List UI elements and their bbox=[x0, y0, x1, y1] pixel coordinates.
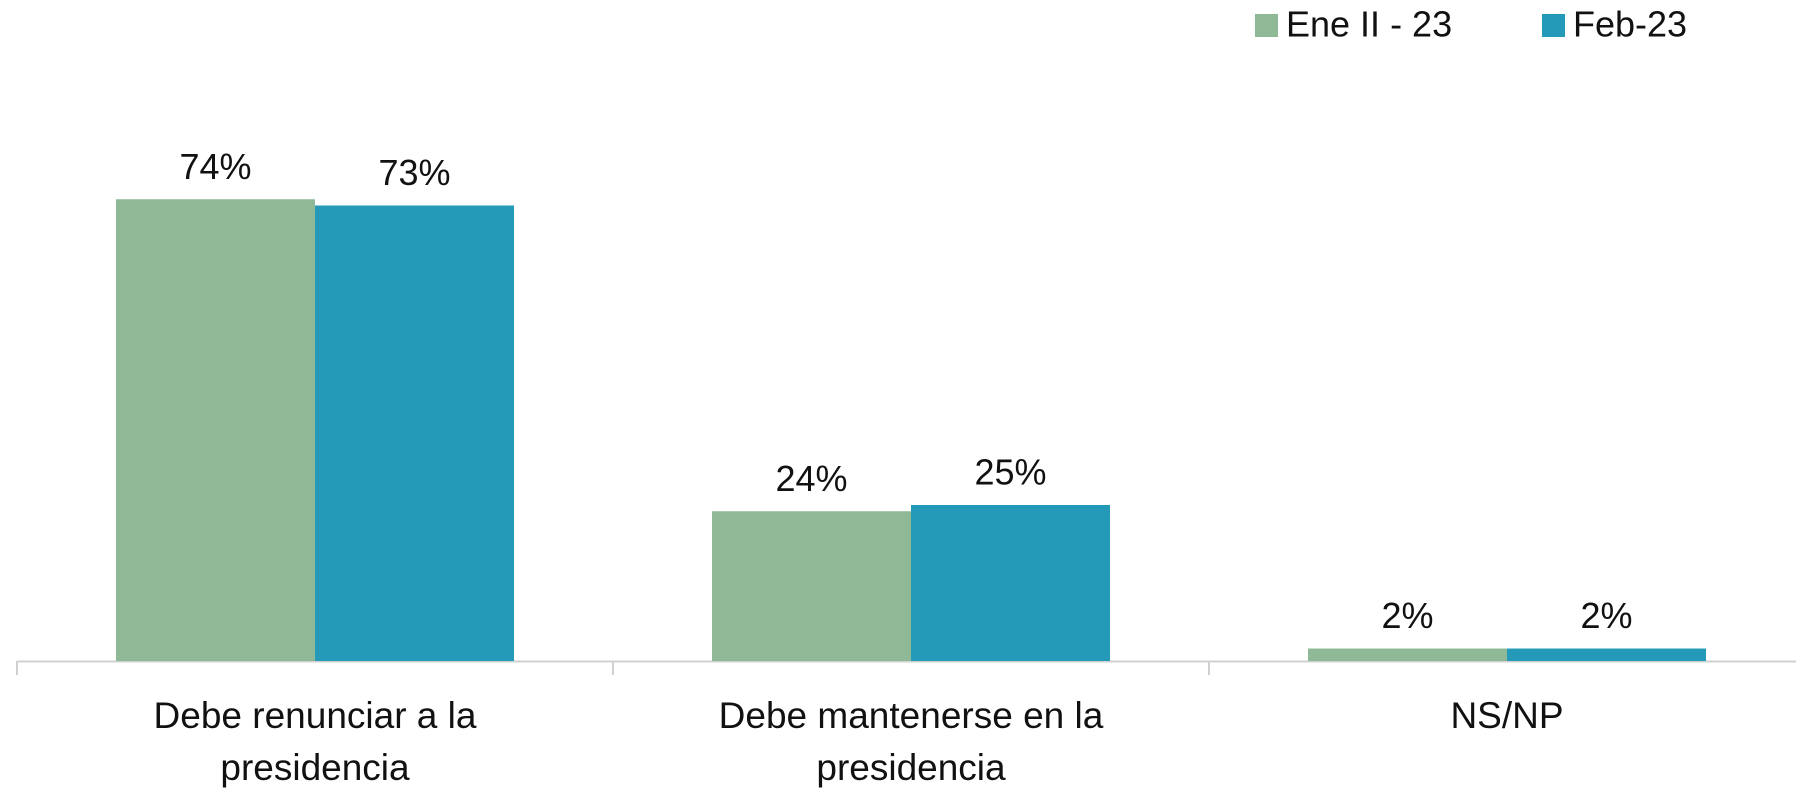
legend-label: Ene II - 23 bbox=[1286, 4, 1452, 45]
data-label: 24% bbox=[775, 458, 847, 499]
bar bbox=[1507, 648, 1706, 661]
bar bbox=[911, 505, 1110, 661]
bar bbox=[712, 511, 911, 661]
legend-swatch bbox=[1255, 14, 1278, 37]
bar bbox=[116, 199, 315, 662]
data-label: 73% bbox=[378, 152, 450, 193]
bar bbox=[315, 205, 514, 662]
x-tick-label: NS/NP bbox=[1450, 695, 1564, 736]
legend-swatch bbox=[1542, 14, 1565, 37]
data-label: 2% bbox=[1381, 595, 1433, 636]
data-label: 74% bbox=[179, 146, 251, 187]
data-label: 2% bbox=[1580, 595, 1632, 636]
data-label: 25% bbox=[974, 452, 1046, 493]
bar bbox=[1308, 648, 1507, 661]
x-tick-label: Debe renunciar a la presidencia bbox=[153, 695, 477, 788]
x-tick-label: Debe mantenerse en la presidencia bbox=[718, 695, 1104, 788]
legend-label: Feb-23 bbox=[1573, 4, 1687, 45]
